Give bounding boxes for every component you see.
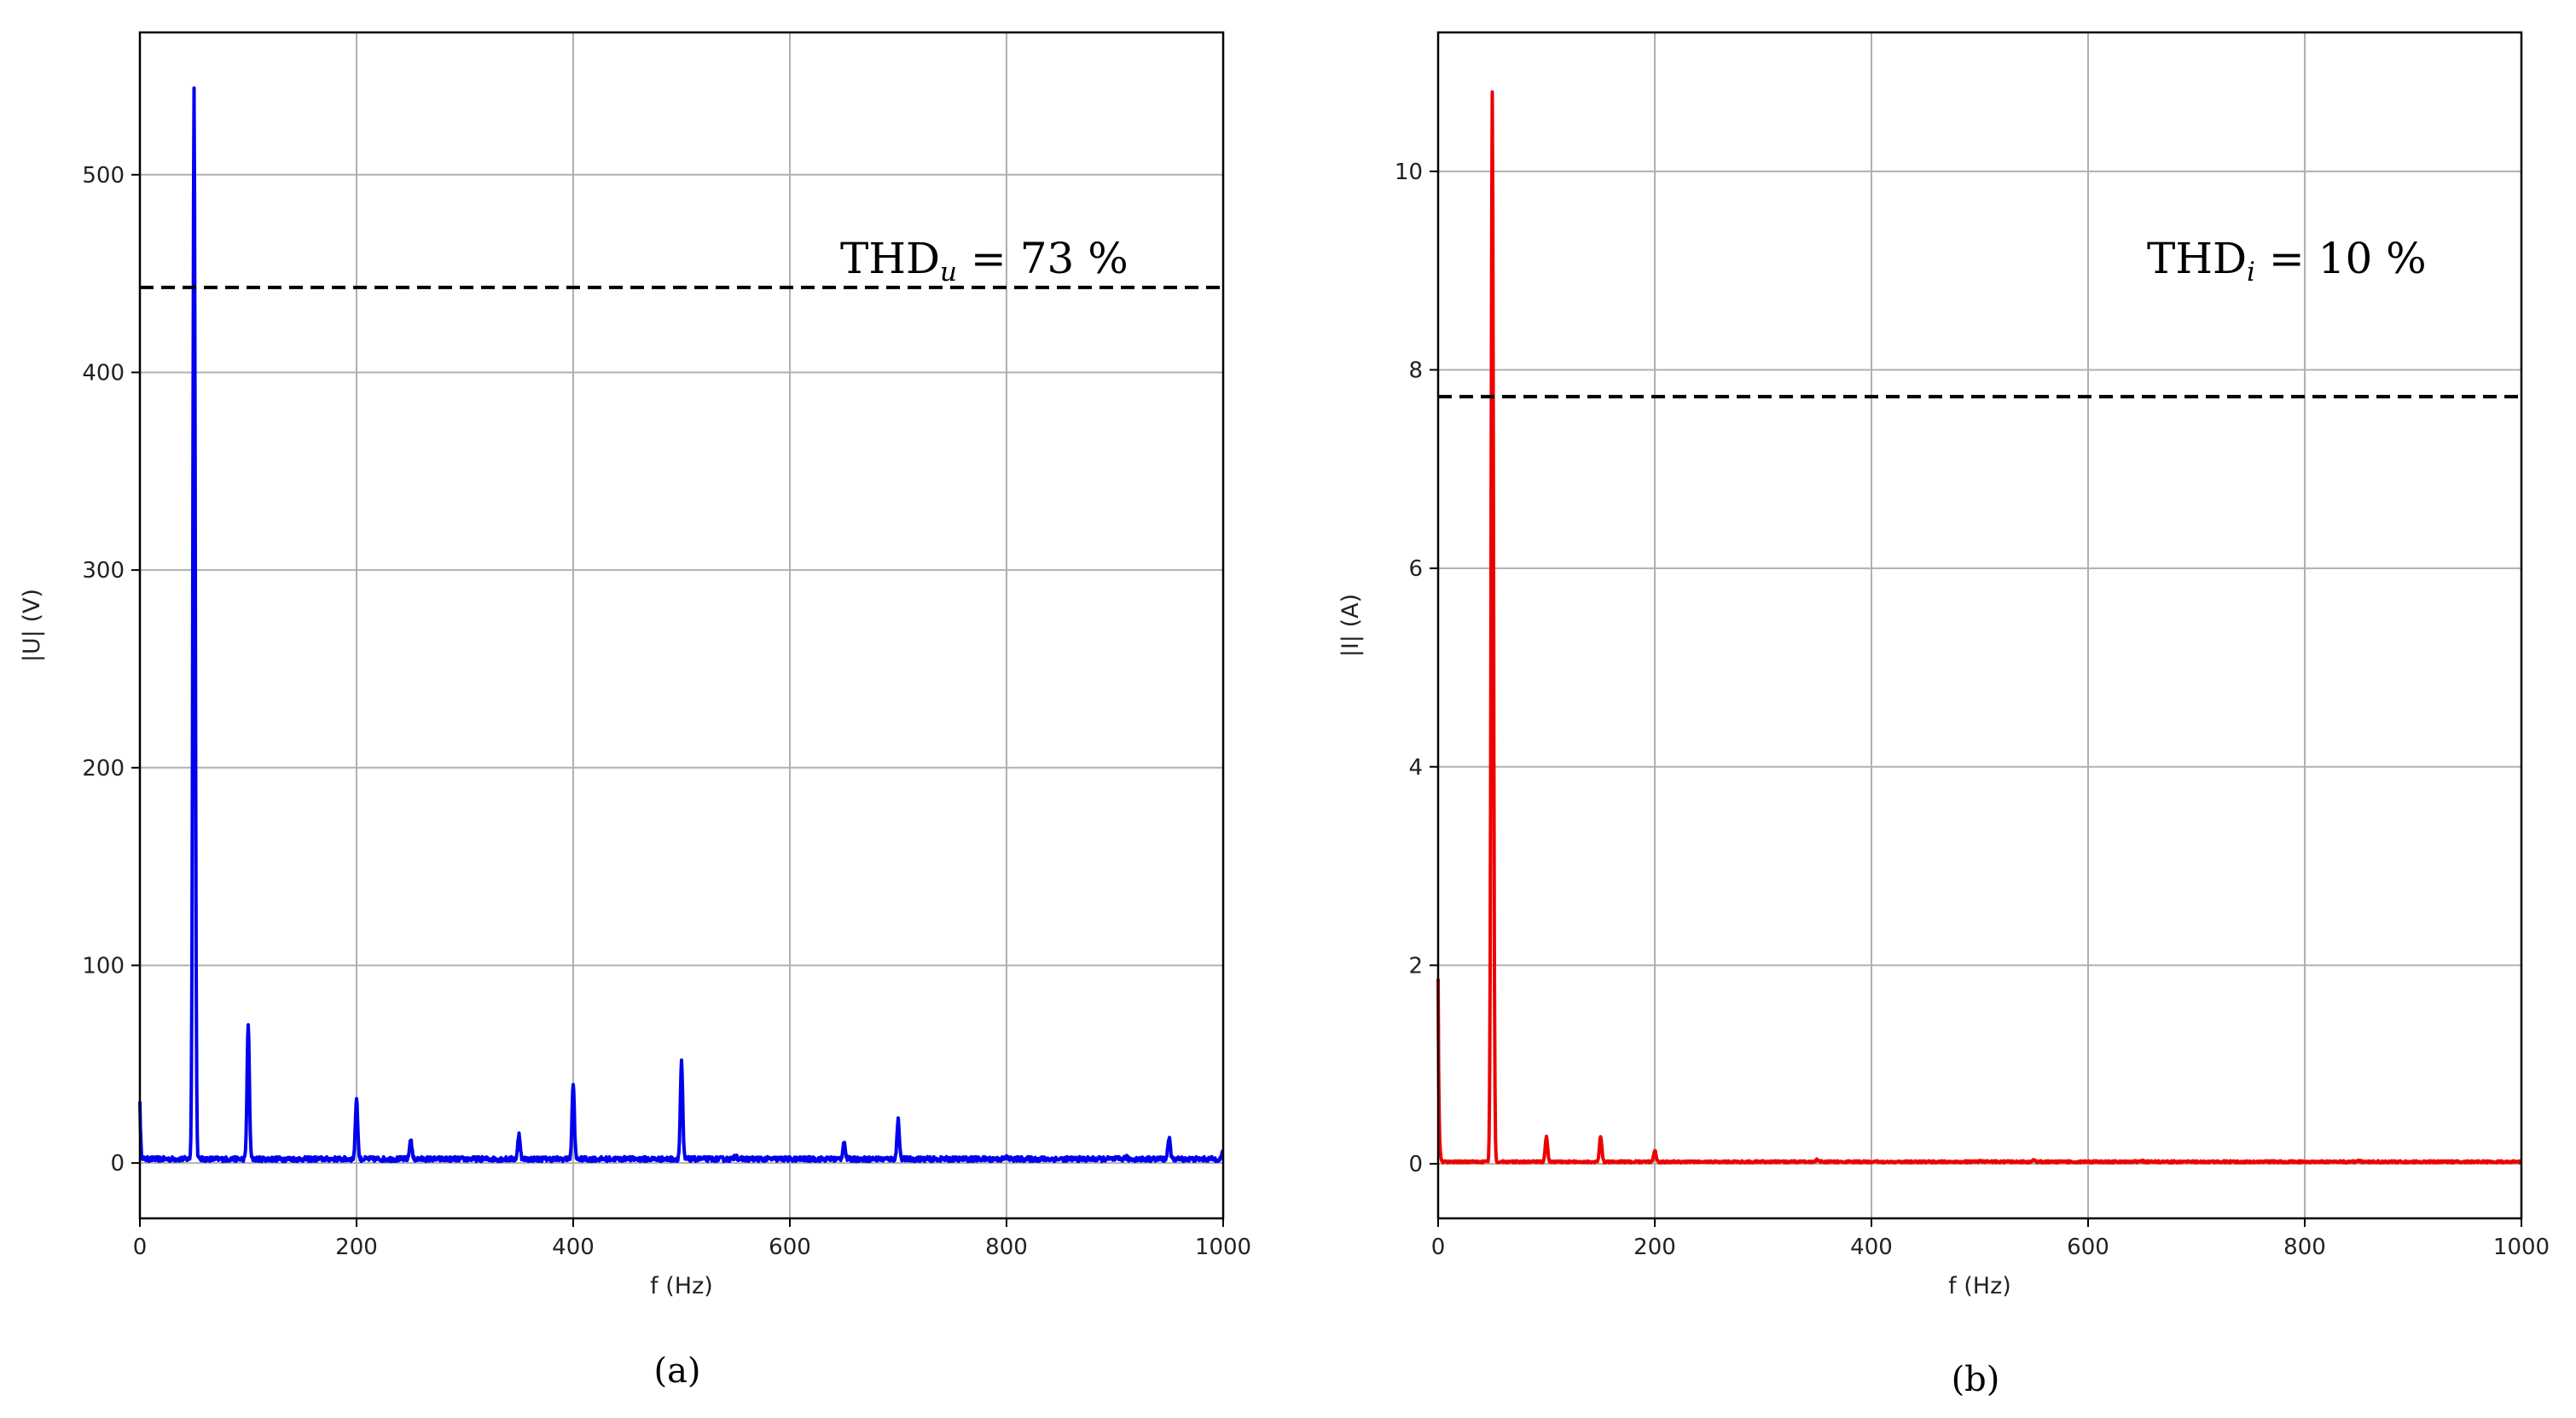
thd-main: THD xyxy=(840,234,940,283)
series-line xyxy=(1436,90,2523,1165)
x-tick-label: 1000 xyxy=(1195,1235,1251,1260)
x-axis-label: f (Hz) xyxy=(1948,1273,2011,1299)
thd-value: = 10 % xyxy=(2255,234,2427,283)
thd-subscript: u xyxy=(940,257,957,288)
y-tick-label: 200 xyxy=(82,756,125,782)
thd-value: = 73 % xyxy=(957,234,1128,283)
grid xyxy=(139,32,1224,1218)
y-tick-label: 100 xyxy=(82,953,125,979)
y-tick-label: 0 xyxy=(110,1151,125,1177)
thd-main: THD xyxy=(2147,234,2247,283)
panel-label: (b) xyxy=(1952,1360,2000,1399)
y-tick-label: 400 xyxy=(82,360,125,386)
axes-frame xyxy=(1436,31,2523,1220)
y-tick-label: 300 xyxy=(82,558,125,584)
x-tick-label: 200 xyxy=(1633,1235,1676,1260)
panel-a: 0 200 400 600 800 1000 0 100 200 300 400 500 f (Hz) |… xyxy=(19,31,1251,1391)
thd-subscript: i xyxy=(2247,257,2255,288)
thd-annotation: THDu = 73 % xyxy=(840,234,1128,288)
y-tick-label: 10 xyxy=(1395,160,1423,185)
axes-frame xyxy=(138,31,1225,1220)
x-tick-label: 600 xyxy=(2067,1235,2109,1260)
x-tick-label: 200 xyxy=(335,1235,378,1260)
x-tick-label: 400 xyxy=(1850,1235,1893,1260)
x-tick-label: 600 xyxy=(769,1235,811,1260)
y-tick-label: 500 xyxy=(82,163,125,189)
y-tick-label: 8 xyxy=(1408,357,1423,383)
grid xyxy=(1437,32,2522,1218)
x-tick-label: 800 xyxy=(2283,1235,2326,1260)
x-tick-label: 0 xyxy=(1431,1235,1446,1260)
x-tick-label: 400 xyxy=(552,1235,595,1260)
x-tick-label: 0 xyxy=(133,1235,148,1260)
panel-b: 0 200 400 600 800 1000 0 2 4 6 8 10 f (Hz) |I| (A) THD… xyxy=(1337,31,2550,1399)
y-tick-label: 2 xyxy=(1408,953,1423,979)
y-axis-label: |I| (A) xyxy=(1337,594,1364,657)
x-axis-label: f (Hz) xyxy=(650,1273,713,1299)
panel-label: (a) xyxy=(653,1351,700,1391)
x-tick-label: 800 xyxy=(985,1235,1028,1260)
x-tick-label: 1000 xyxy=(2493,1235,2550,1260)
series-line xyxy=(138,86,1225,1164)
y-axis-label: |U| (V) xyxy=(19,589,45,662)
y-tick-label: 0 xyxy=(1408,1152,1423,1177)
y-tick-label: 4 xyxy=(1408,755,1423,781)
y-tick-label: 6 xyxy=(1408,556,1423,582)
thd-annotation: THDi = 10 % xyxy=(2147,234,2427,288)
